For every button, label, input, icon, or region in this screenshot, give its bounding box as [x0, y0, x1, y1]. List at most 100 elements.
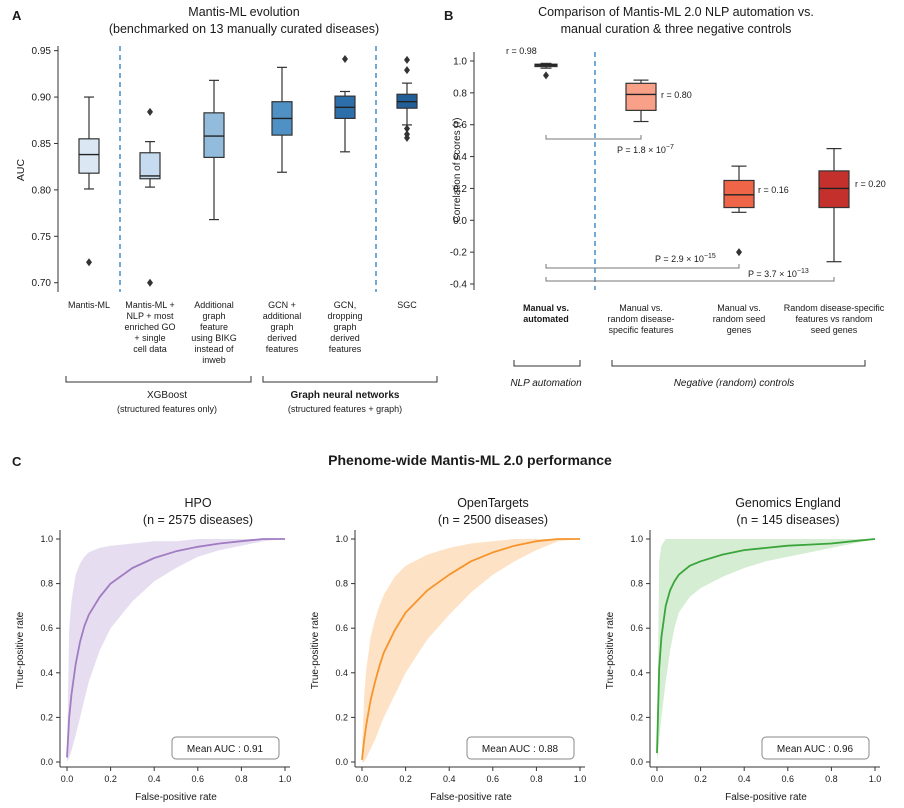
panel-b-flier-0-0 — [543, 71, 549, 80]
panel-b-subtitle: manual curation & three negative control… — [561, 22, 792, 36]
panel-b-title: Comparison of Mantis-ML 2.0 NLP automati… — [538, 5, 814, 19]
panel-c-ylabel-1: True-positive rate — [310, 611, 321, 689]
panel-b-box-3 — [818, 170, 850, 209]
panel-c-xtick-label-2-3: 0.6 — [782, 774, 795, 784]
panel-b-ytick-label-0: -0.4 — [450, 280, 468, 291]
panel-c-xtick-label-1-2: 0.4 — [443, 774, 456, 784]
panel-c-roc-line-2 — [656, 538, 876, 754]
panel-c-ytick-label-2-4: 0.8 — [630, 579, 643, 589]
panel-a-ytick-label-1: 0.75 — [32, 232, 52, 243]
panel-b-r-label-1: r = 0.80 — [661, 90, 692, 100]
panel-a-ytick-label-2: 0.80 — [32, 185, 52, 196]
panel-a-bracket-gnn — [262, 376, 438, 383]
panel-b-sig-bracket-1 — [545, 135, 642, 140]
panel-b-xlabel-2-0: Manual vs. — [717, 303, 761, 313]
panel-c-ytick-label-1-1: 0.2 — [335, 712, 348, 722]
panel-c-ylabel-0: True-positive rate — [15, 611, 26, 689]
panel-c-title-1: OpenTargets — [457, 496, 529, 510]
panel-a-xlabel-4-1: dropping — [327, 311, 362, 321]
panel-b-r-label-0: r = 0.98 — [506, 46, 537, 56]
panel-b-bracket-controls — [611, 360, 866, 367]
panel-c-auc-box-2 — [761, 736, 870, 760]
panel-c-xtick-label-1-0: 0.0 — [356, 774, 369, 784]
panel-b-r-label-3: r = 0.20 — [855, 179, 886, 189]
panel-a-ylabel: AUC — [15, 158, 27, 181]
panel-c-xtick-label-0-0: 0.0 — [61, 774, 74, 784]
panel-c-ytick-label-1-4: 0.8 — [335, 579, 348, 589]
panel-c-ytick-label-2-3: 0.6 — [630, 623, 643, 633]
panel-b-r-label-2: r = 0.16 — [758, 185, 789, 195]
panel-c-ytick-label-0-2: 0.4 — [40, 668, 53, 678]
panel-b-pvalue-1: P = 1.8 × 10−7 — [617, 144, 674, 155]
panel-c-xtick-label-2-2: 0.4 — [738, 774, 751, 784]
panel-b-xlabel-3-1: features vs random — [795, 314, 872, 324]
panel-b-xlabel-3-0: Random disease-specific — [784, 303, 885, 313]
panel-b-group2-label: Negative (random) controls — [674, 378, 795, 389]
panel-c-ytick-label-0-4: 0.8 — [40, 579, 53, 589]
panel-c-ytick-label-2-0: 0.0 — [630, 757, 643, 767]
panel-a-xlabel-0-0: Mantis-ML — [68, 300, 110, 310]
panel-c-xtick-label-0-3: 0.6 — [192, 774, 205, 784]
panel-c-ytick-label-0-5: 1.0 — [40, 534, 53, 544]
panel-c-ytick-label-0-3: 0.6 — [40, 623, 53, 633]
panel-b-pvalue-2: P = 2.9 × 10−15 — [655, 253, 716, 264]
panel-a-ytick-label-3: 0.85 — [32, 139, 52, 150]
panel-a-xlabel-3-2: graph — [270, 322, 293, 332]
panel-c-subtitle-2: (n = 145 diseases) — [736, 513, 839, 527]
panel-a-flier-5-4 — [404, 133, 410, 142]
panel-c-letter: C — [12, 454, 22, 469]
panel-c-xtick-label-1-3: 0.6 — [487, 774, 500, 784]
panel-c-ylabel-2: True-positive rate — [605, 611, 616, 689]
panel-a-title: Mantis-ML evolution — [188, 5, 299, 19]
panel-b-box-2 — [723, 179, 755, 209]
panel-a-xlabel-3-1: additional — [263, 311, 302, 321]
panel-c-subtitle-0: (n = 2575 diseases) — [143, 513, 253, 527]
panel-b-xlabel-1-1: random disease- — [607, 314, 674, 324]
panel-b-box-1 — [625, 82, 657, 111]
panel-b-ytick-label-2: 0.0 — [453, 216, 467, 227]
panel-a-xlabel-2-1: graph — [202, 311, 225, 321]
panel-c-xtick-label-2-1: 0.2 — [694, 774, 707, 784]
panel-c-xtick-label-2-0: 0.0 — [651, 774, 664, 784]
panel-a-box-0 — [78, 138, 100, 174]
panel-b-xlabel-2-2: genes — [727, 325, 752, 335]
panel-c-ytick-label-2-5: 1.0 — [630, 534, 643, 544]
panel-c-xtick-label-2-4: 0.8 — [825, 774, 838, 784]
panel-a-xlabel-3-4: features — [266, 344, 299, 354]
panel-c-band-1 — [362, 539, 580, 762]
panel-a-xlabel-2-2: feature — [200, 322, 228, 332]
panel-b-bracket-nlp — [513, 360, 581, 367]
panel-a-group1-sub: (structured features only) — [117, 404, 217, 414]
panel-a-subtitle: (benchmarked on 13 manually curated dise… — [109, 22, 379, 36]
panel-a-box-1 — [139, 152, 161, 180]
panel-c-xtick-label-1-1: 0.2 — [399, 774, 412, 784]
panel-c-xlabel-2: False-positive rate — [725, 792, 807, 803]
panel-b-sig-bracket-3 — [545, 277, 835, 282]
panel-c-ytick-label-2-2: 0.4 — [630, 668, 643, 678]
panel-c-auc-box-1 — [466, 736, 575, 760]
panel-c-title-2: Genomics England — [735, 496, 841, 510]
panel-c-ytick-label-1-3: 0.6 — [335, 623, 348, 633]
panel-a-xlabel-1-2: enriched GO — [124, 322, 175, 332]
panel-a-flier-0-0 — [86, 258, 92, 267]
panel-a-ytick-label-4: 0.90 — [32, 93, 52, 104]
panel-c-auc-label-2: Mean AUC : 0.96 — [777, 744, 854, 755]
panel-c-auc-label-1: Mean AUC : 0.88 — [482, 744, 559, 755]
panel-a-xlabel-1-3: + single — [134, 333, 165, 343]
panel-c-charts: HPO (n = 2575 diseases) 0.0 0.0 0.2 0.2 0.4 0.4… — [15, 496, 881, 803]
panel-a-xlabel-1-0: Mantis-ML + — [125, 300, 174, 310]
panel-c-ytick-label-0-0: 0.0 — [40, 757, 53, 767]
panel-c-ytick-label-0-1: 0.2 — [40, 712, 53, 722]
panel-c-ytick-label-1-2: 0.4 — [335, 668, 348, 678]
panel-c-subtitle-1: (n = 2500 diseases) — [438, 513, 548, 527]
panel-a-flier-5-2 — [404, 124, 410, 133]
panel-b-xlabel-2-1: random seed — [713, 314, 766, 324]
panel-a-ytick-label-0: 0.70 — [32, 278, 52, 289]
panel-a-letter: A — [12, 8, 22, 23]
panel-a-xlabel-3-3: derived — [267, 333, 297, 343]
panel-b-ytick-label-4: 0.4 — [453, 152, 467, 163]
panel-c-xtick-label-0-1: 0.2 — [104, 774, 117, 784]
panel-c-xtick-label-0-5: 1.0 — [279, 774, 292, 784]
panel-c-title-0: HPO — [184, 496, 211, 510]
